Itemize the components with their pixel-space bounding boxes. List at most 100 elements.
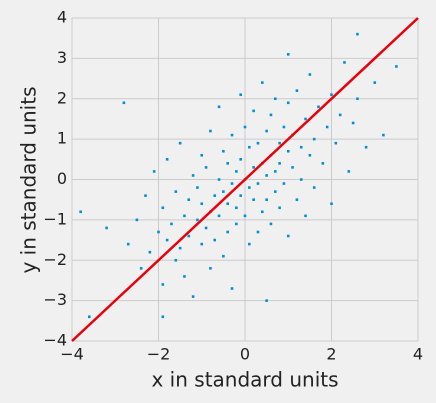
point: [256, 230, 260, 234]
point: [256, 141, 260, 145]
point: [273, 190, 277, 193]
point: [304, 214, 307, 218]
point: [230, 182, 234, 185]
y-tick-label: 2: [57, 88, 67, 107]
point: [204, 226, 208, 230]
y-tick-label: 0: [57, 169, 67, 188]
y-tick-label: −3: [43, 290, 67, 309]
point: [248, 186, 251, 189]
point: [213, 194, 217, 197]
point: [226, 202, 229, 206]
x-tick-label: 0: [240, 345, 250, 364]
y-tick-label: 1: [57, 129, 67, 148]
point: [265, 129, 268, 133]
point: [105, 226, 108, 230]
point: [312, 186, 316, 189]
point: [282, 182, 286, 185]
point: [273, 97, 277, 101]
point: [226, 230, 229, 234]
point: [161, 206, 165, 210]
point: [252, 198, 255, 201]
point: [395, 65, 398, 68]
point: [239, 194, 242, 197]
point: [222, 190, 225, 193]
point: [200, 202, 204, 206]
point: [191, 174, 195, 177]
y-tick-label: −1: [43, 209, 67, 228]
point: [226, 162, 229, 165]
point: [239, 93, 242, 97]
point: [325, 125, 329, 129]
point: [269, 222, 273, 226]
point: [235, 170, 238, 173]
point: [209, 129, 212, 133]
point: [286, 53, 290, 56]
point: [135, 218, 139, 222]
point: [165, 238, 169, 242]
point: [183, 275, 186, 278]
point: [265, 299, 268, 302]
point: [148, 250, 152, 254]
point: [187, 198, 191, 201]
point: [256, 182, 260, 185]
point: [338, 113, 342, 117]
point: [222, 149, 225, 153]
point: [183, 214, 186, 218]
point: [312, 137, 316, 141]
point: [317, 105, 320, 109]
point: [382, 133, 385, 137]
point: [308, 153, 312, 157]
point: [373, 81, 377, 84]
point: [239, 158, 242, 161]
point: [286, 149, 290, 153]
point: [122, 101, 126, 105]
point: [230, 287, 234, 290]
point: [213, 238, 217, 242]
point: [252, 166, 255, 169]
point: [222, 254, 225, 258]
point: [278, 141, 281, 145]
point: [174, 190, 178, 193]
point: [191, 295, 195, 298]
point: [334, 141, 338, 145]
point: [278, 162, 281, 165]
point: [174, 258, 178, 262]
point: [204, 166, 208, 169]
point: [295, 198, 299, 201]
point: [217, 105, 221, 109]
point: [235, 222, 238, 226]
y-axis-label: y in standard units: [17, 86, 41, 273]
x-tick-label: −4: [60, 345, 84, 364]
x-tick-label: 4: [413, 345, 423, 364]
point: [209, 267, 212, 270]
point: [273, 170, 277, 173]
point: [243, 214, 247, 218]
y-tick-label: −4: [43, 331, 67, 350]
point: [79, 210, 82, 214]
point: [200, 242, 204, 246]
line: [71, 17, 419, 342]
point: [356, 32, 359, 36]
point: [261, 210, 264, 214]
point: [178, 246, 182, 250]
point: [243, 125, 247, 129]
point: [278, 206, 281, 210]
point: [308, 73, 312, 76]
point: [157, 230, 160, 234]
point: [295, 89, 299, 92]
point: [248, 242, 251, 246]
point: [364, 145, 368, 149]
point: [282, 125, 286, 129]
point: [196, 186, 199, 189]
point: [269, 113, 273, 117]
point: [347, 170, 351, 173]
point: [299, 178, 303, 181]
point: [165, 158, 169, 161]
point: [200, 153, 204, 157]
point: [291, 166, 294, 169]
point: [230, 133, 234, 137]
point: [170, 222, 173, 226]
point: [178, 141, 182, 145]
point: [343, 61, 346, 64]
